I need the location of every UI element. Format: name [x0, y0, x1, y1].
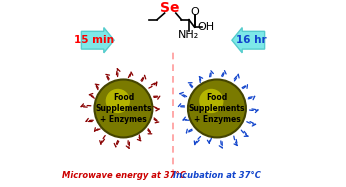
Circle shape	[188, 79, 246, 137]
Text: NH₂: NH₂	[178, 30, 200, 40]
Text: Incubation at 37°C: Incubation at 37°C	[173, 171, 261, 180]
Text: Se: Se	[161, 1, 180, 15]
Text: 16 hr: 16 hr	[236, 35, 267, 45]
Text: O: O	[191, 7, 199, 17]
Circle shape	[94, 79, 153, 137]
Text: Food
Supplements
+ Enzymes: Food Supplements + Enzymes	[189, 93, 245, 124]
Text: OH: OH	[197, 22, 215, 32]
Circle shape	[199, 89, 224, 113]
FancyArrow shape	[232, 27, 265, 53]
Text: Food
Supplements
+ Enzymes: Food Supplements + Enzymes	[95, 93, 152, 124]
Circle shape	[106, 89, 130, 113]
FancyArrow shape	[81, 27, 114, 53]
Text: Microwave energy at 37°C: Microwave energy at 37°C	[62, 171, 185, 180]
Text: 15 min: 15 min	[73, 35, 113, 45]
